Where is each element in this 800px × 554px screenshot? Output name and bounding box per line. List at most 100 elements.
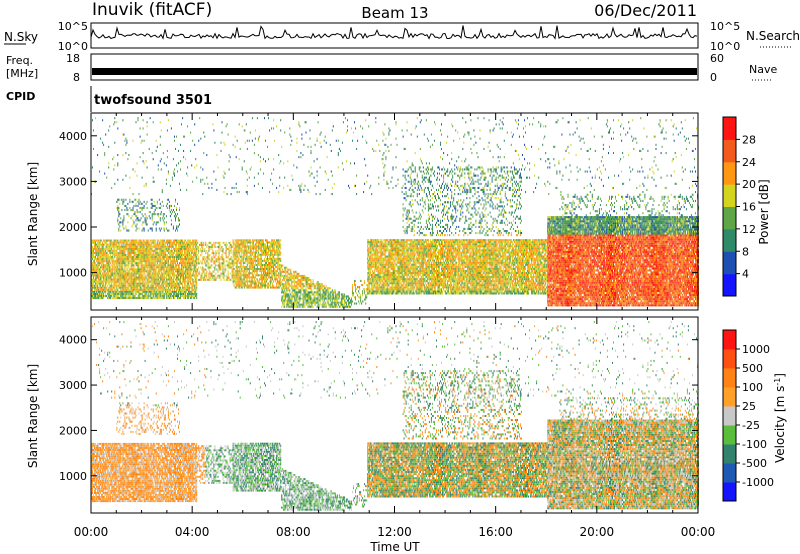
power-cell: [123, 217, 124, 219]
power-cell: [108, 279, 109, 281]
power-cell: [106, 177, 107, 179]
power-cell: [96, 270, 97, 272]
power-cell: [108, 260, 109, 262]
noise-left-label: N.Sky: [4, 30, 38, 44]
power-cell: [95, 254, 96, 256]
power-cell: [110, 295, 111, 297]
power-cell: [106, 277, 107, 279]
power-cell: [103, 285, 104, 287]
power-cell: [114, 142, 115, 144]
power-cell: [124, 252, 125, 254]
power-cell: [100, 268, 101, 270]
power-cell: [111, 258, 112, 260]
power-cell: [111, 244, 112, 246]
power-cell: [123, 262, 124, 264]
power-cell: [118, 230, 119, 232]
power-cell: [96, 246, 97, 248]
power-cell: [97, 248, 98, 250]
cpid-program: twofsound 3501: [94, 93, 212, 108]
power-cell: [93, 268, 94, 270]
power-cell: [108, 268, 109, 270]
power-cell: [111, 187, 112, 189]
power-cell: [114, 297, 115, 299]
power-cell: [117, 248, 118, 250]
power-cell: [94, 242, 95, 244]
power-cell: [94, 291, 95, 293]
power-cell: [95, 279, 96, 281]
power-cell: [93, 277, 94, 279]
power-cell: [108, 272, 109, 274]
power-cell: [102, 295, 103, 297]
power-cell: [122, 246, 123, 248]
power-cell: [111, 252, 112, 254]
power-cell: [96, 252, 97, 254]
power-cell: [102, 272, 103, 274]
power-cell: [106, 260, 107, 262]
power-cell: [95, 291, 96, 293]
power-cell: [96, 248, 97, 250]
power-cell: [92, 254, 93, 256]
freq-unit: [MHz]: [6, 67, 38, 80]
power-cell: [124, 297, 125, 299]
power-cell: [117, 164, 118, 166]
power-cell: [114, 117, 115, 119]
power-cell: [122, 274, 123, 276]
power-cell: [98, 295, 99, 297]
power-cell: [100, 274, 101, 276]
power-cell: [109, 297, 110, 299]
power-cell: [109, 260, 110, 262]
power-cell: [110, 244, 111, 246]
power-cell: [110, 254, 111, 256]
power-cell: [125, 242, 126, 244]
power-cell: [105, 289, 106, 291]
power-cell: [104, 295, 105, 297]
power-cell: [102, 248, 103, 250]
power-cell: [122, 287, 123, 289]
power-cell: [107, 258, 108, 260]
power-cell: [121, 246, 122, 248]
power-cell: [115, 277, 116, 279]
power-cell: [92, 291, 93, 293]
noise-frame: [91, 23, 698, 48]
power-cell: [125, 244, 126, 246]
power-cell: [125, 281, 126, 283]
power-cell: [119, 272, 120, 274]
power-cell: [97, 289, 98, 291]
power-cell: [121, 285, 122, 287]
power-cell: [122, 223, 123, 225]
power-cell: [104, 252, 105, 254]
power-cell: [123, 244, 124, 246]
power-cell: [110, 262, 111, 264]
power-cell: [107, 281, 108, 283]
power-cell: [112, 252, 113, 254]
power-cell: [92, 240, 93, 242]
power-cell: [121, 289, 122, 291]
power-cell: [99, 295, 100, 297]
power-cell: [109, 252, 110, 254]
power-cell: [118, 209, 119, 211]
power-cell: [102, 268, 103, 270]
power-cell: [96, 277, 97, 279]
power-cell: [107, 291, 108, 293]
power-cell: [97, 252, 98, 254]
power-cell: [109, 246, 110, 248]
power-cell: [97, 285, 98, 287]
power-cell: [117, 279, 118, 281]
power-cell: [114, 244, 115, 246]
power-cell: [112, 254, 113, 256]
power-cell: [124, 258, 125, 260]
power-cell: [109, 287, 110, 289]
power-cell: [111, 277, 112, 279]
power-cell: [110, 287, 111, 289]
power-cell: [119, 213, 120, 215]
power-cell: [120, 230, 121, 232]
power-cell: [114, 183, 115, 185]
power-cell: [99, 285, 100, 287]
power-cell: [96, 268, 97, 270]
power-cell: [117, 262, 118, 264]
power-cell: [100, 291, 101, 293]
power-cell: [116, 266, 117, 268]
power-cell: [120, 291, 121, 293]
power-cell: [96, 295, 97, 297]
power-cell: [123, 291, 124, 293]
